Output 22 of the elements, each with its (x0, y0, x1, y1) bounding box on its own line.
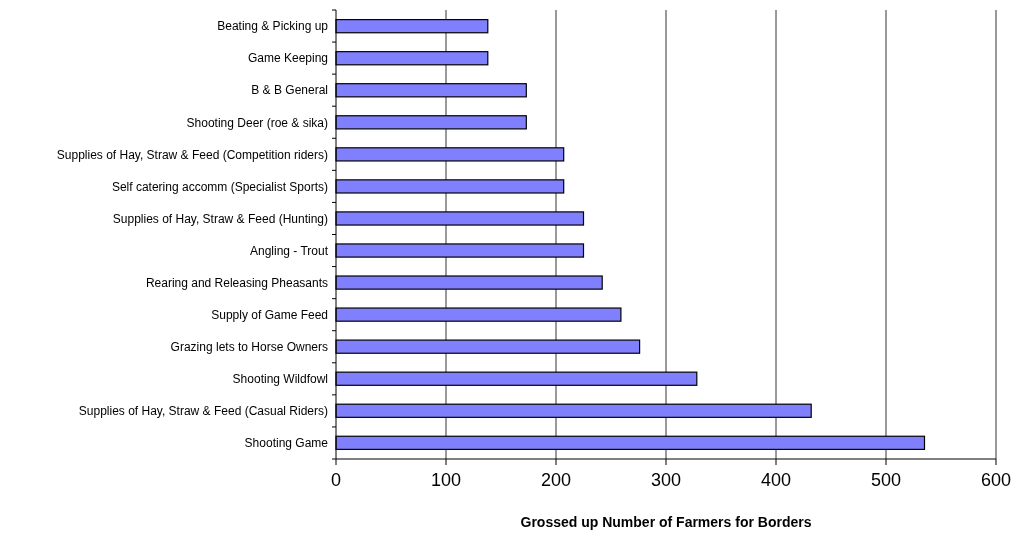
y-tick-label: Supply of Game Feed (211, 307, 328, 322)
y-tick-label: Game Keeping (247, 51, 328, 66)
x-tick-label: 400 (760, 470, 792, 490)
x-tick-label: 200 (540, 470, 572, 490)
x-tick-label: 500 (870, 470, 902, 490)
y-tick-label: Shooting Wildfowl (232, 371, 328, 386)
y-tick-label: Supplies of Hay, Straw & Feed (Casual Riders) (78, 403, 328, 418)
y-tick-label: Shooting Deer (roe & sika) (186, 115, 328, 130)
y-tick-label: Rearing and Releasing Pheasants (145, 275, 328, 290)
x-tick-label: 100 (430, 470, 462, 490)
y-tick-label: B & B General (251, 83, 328, 98)
x-tick-label: 600 (980, 470, 1012, 490)
x-axis-title: Grossed up Number of Farmers for Borders (520, 514, 812, 530)
y-tick-label: Self catering accomm (Specialist Sports) (111, 179, 328, 194)
y-tick-label: Beating & Picking up (217, 19, 329, 34)
y-tick-label: Supplies of Hay, Straw & Feed (Competition riders) (56, 147, 328, 162)
y-tick-label: Angling - Trout (249, 243, 329, 258)
x-tick-label: 300 (650, 470, 682, 490)
x-tick-label: 0 (330, 470, 342, 490)
y-tick-label: Grazing lets to Horse Owners (170, 339, 328, 354)
y-tick-label: Supplies of Hay, Straw & Feed (Hunting) (112, 211, 328, 226)
y-tick-label: Shooting Game (244, 436, 329, 451)
